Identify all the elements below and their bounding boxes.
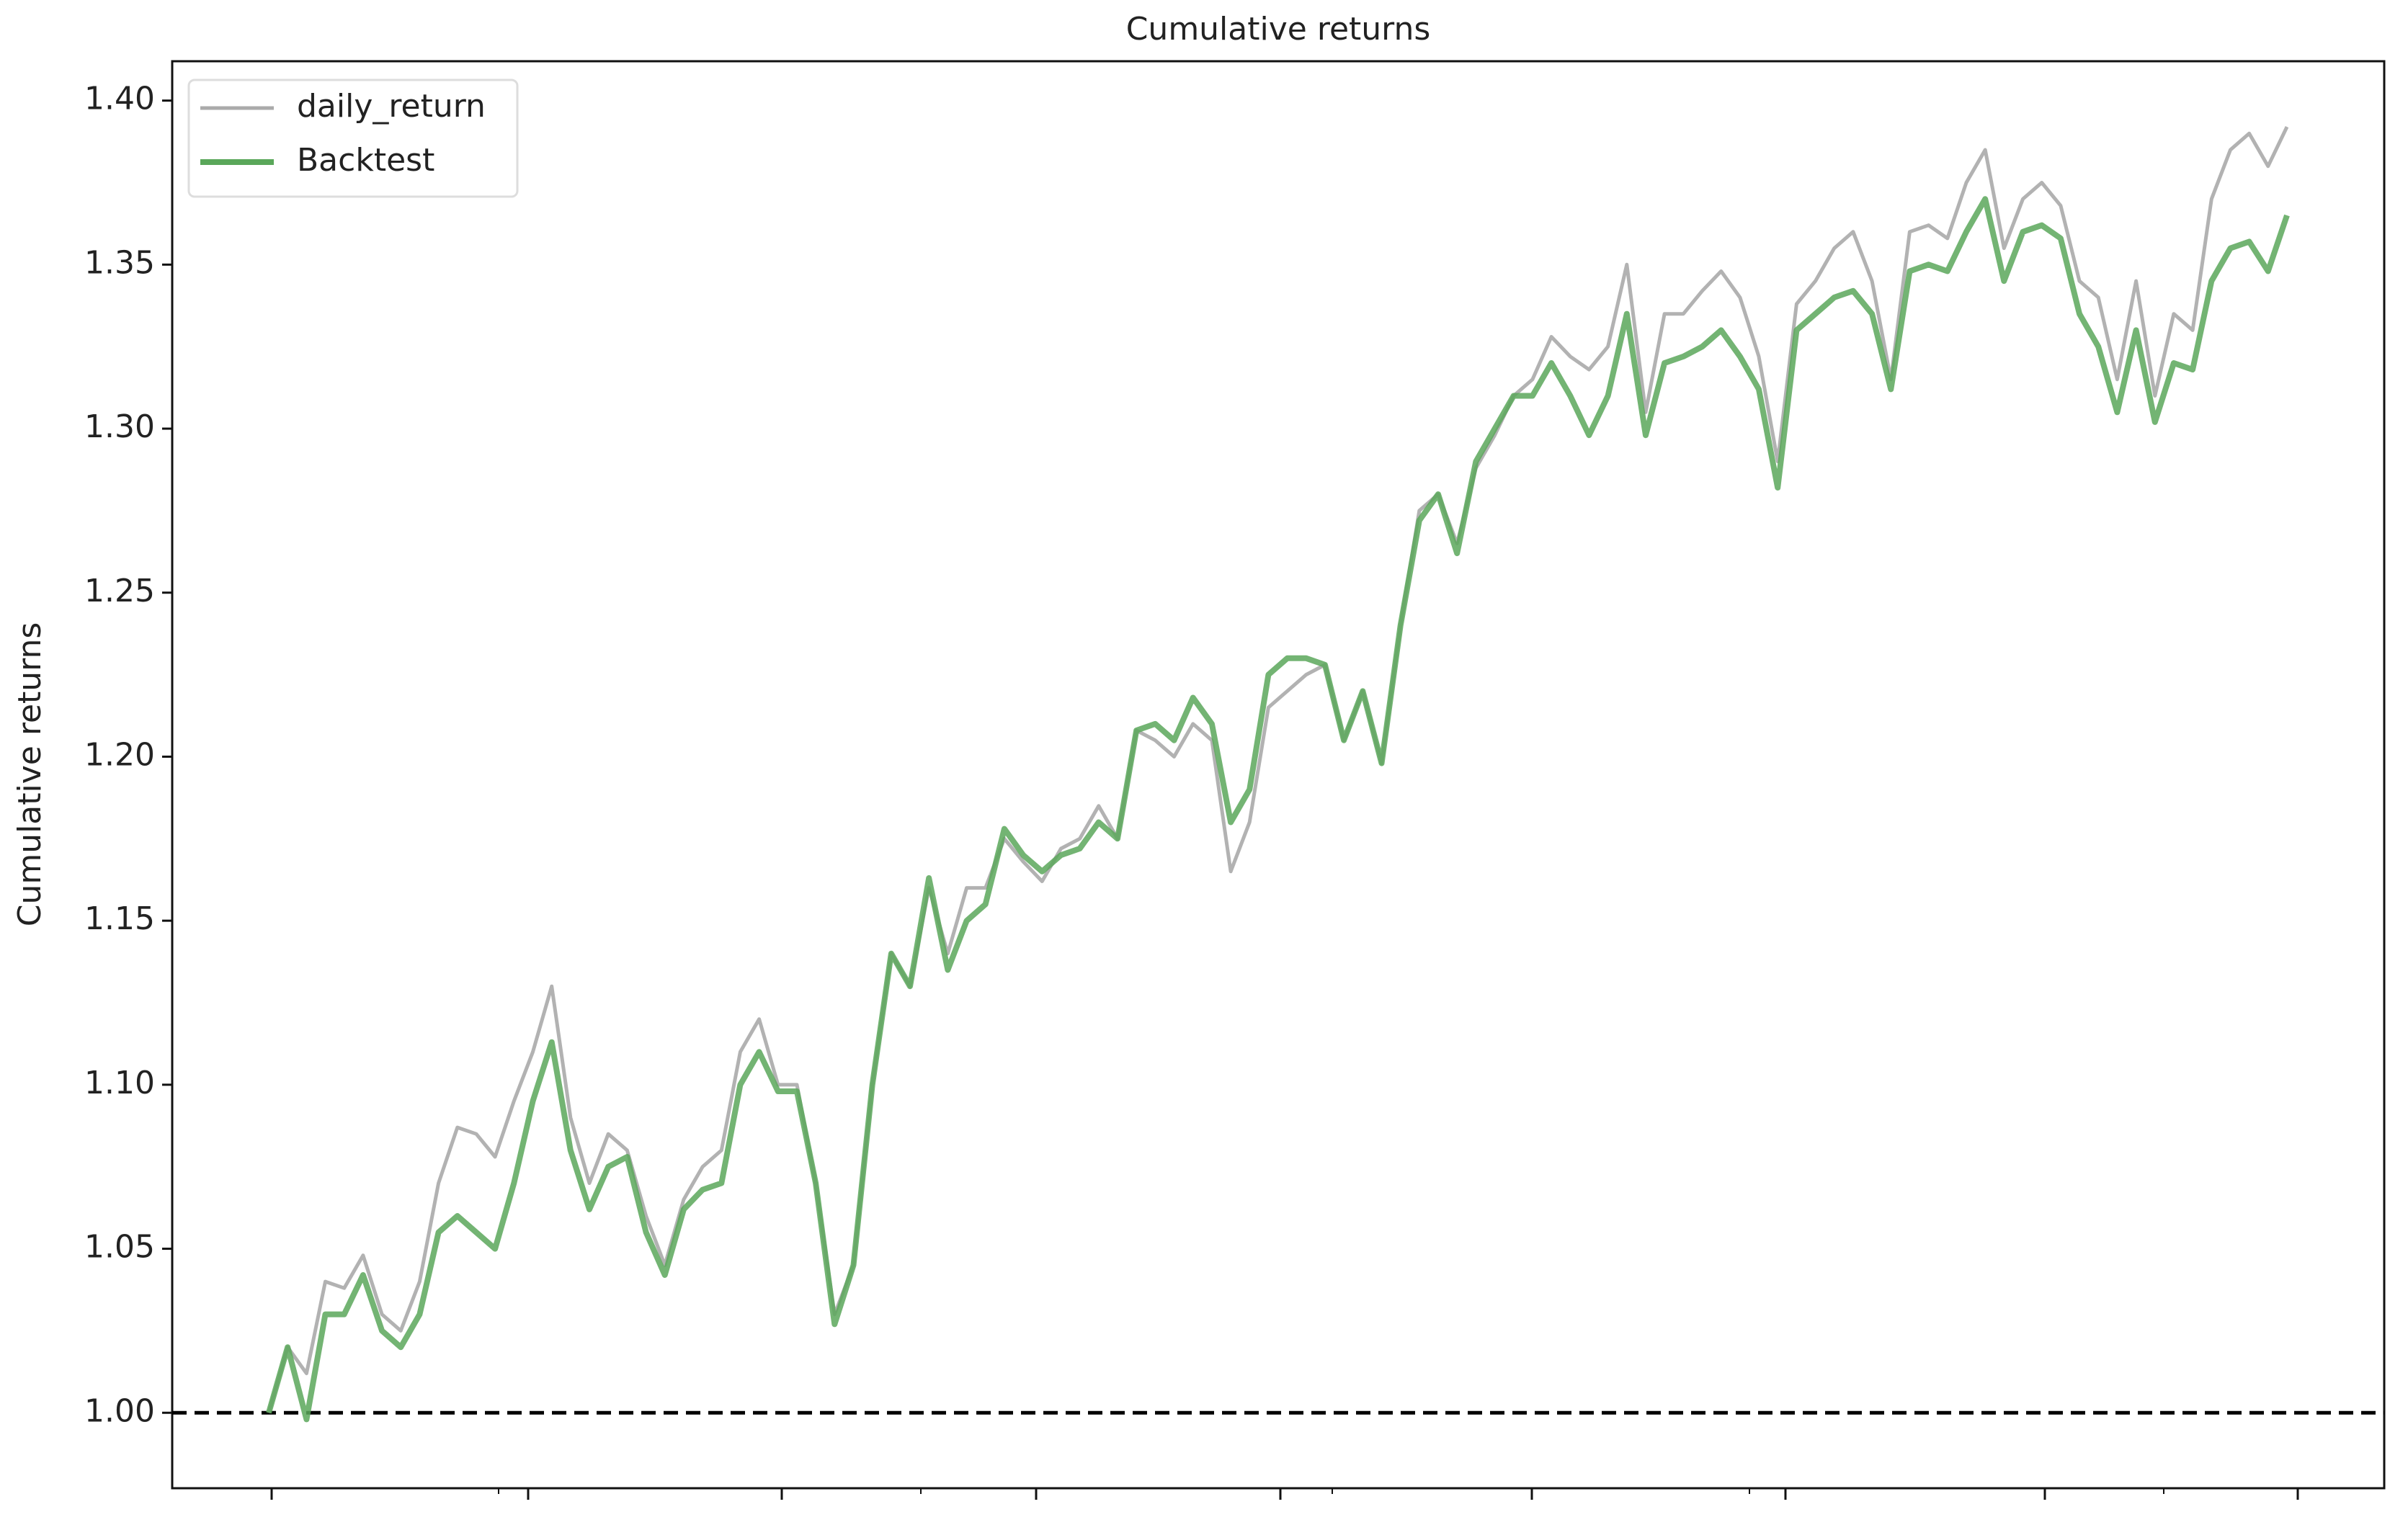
legend-label: Backtest	[297, 142, 434, 179]
series-line	[266, 196, 2290, 1423]
series-line	[267, 126, 2289, 1413]
plot-frame	[171, 60, 2386, 1490]
y-tick-label: 1.00	[84, 1392, 155, 1429]
y-tick-label: 1.05	[84, 1229, 155, 1266]
y-tick-label: 1.15	[84, 900, 155, 937]
y-tick-label: 1.25	[84, 573, 155, 609]
y-axis-label: Cumulative returns	[12, 622, 48, 927]
y-tick-label: 1.40	[84, 81, 155, 117]
y-tick-label: 1.20	[84, 736, 155, 773]
y-tick-label: 1.35	[84, 244, 155, 281]
y-tick-label: 1.30	[84, 408, 155, 445]
y-tick-label: 1.10	[84, 1065, 155, 1101]
legend-label: daily_return	[297, 88, 486, 125]
chart-title: Cumulative returns	[1126, 11, 1431, 48]
